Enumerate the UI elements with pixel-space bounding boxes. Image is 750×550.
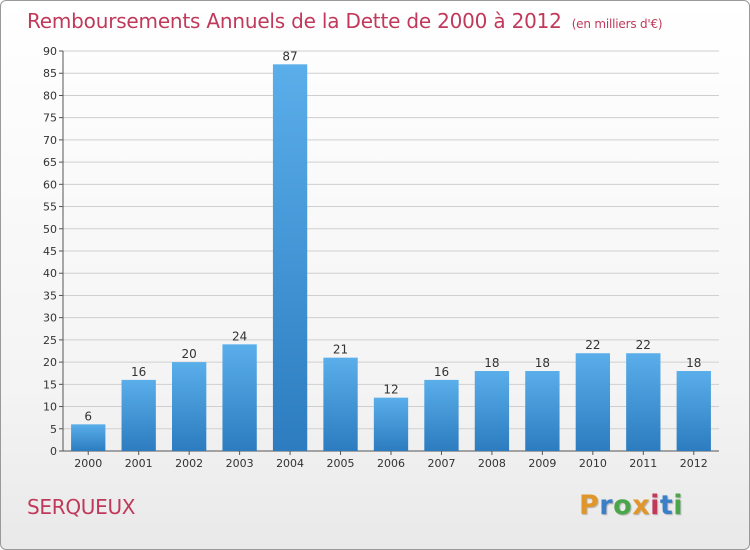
y-tick-label: 10 xyxy=(43,401,57,414)
bar-2005 xyxy=(323,357,358,451)
y-tick-label: 85 xyxy=(43,67,57,80)
y-tick-label: 70 xyxy=(43,134,57,147)
y-tick-label: 45 xyxy=(43,245,57,258)
logo-letter: i xyxy=(673,490,684,521)
value-label-2000: 6 xyxy=(84,409,92,423)
chart-title-text: Remboursements Annuels de la Dette de 20… xyxy=(27,9,562,33)
y-tick-label: 75 xyxy=(43,112,57,125)
bar-2003 xyxy=(222,344,257,451)
bar-2007 xyxy=(424,379,459,451)
y-tick-label: 20 xyxy=(43,356,57,369)
y-tick-label: 35 xyxy=(43,289,57,302)
chart-title: Remboursements Annuels de la Dette de 20… xyxy=(27,9,663,33)
y-tick-label: 30 xyxy=(43,312,57,325)
value-label-2011: 22 xyxy=(636,338,651,352)
x-tick-label-2007: 2007 xyxy=(427,457,455,470)
x-tick-label-2009: 2009 xyxy=(528,457,556,470)
bar-2002 xyxy=(171,362,207,451)
y-tick-label: 65 xyxy=(43,156,57,169)
value-label-2010: 22 xyxy=(585,338,600,352)
x-tick-label-2003: 2003 xyxy=(226,457,254,470)
x-tick-label-2008: 2008 xyxy=(478,457,506,470)
x-tick-label-2006: 2006 xyxy=(377,457,405,470)
bar-2001 xyxy=(121,379,156,451)
value-label-2009: 18 xyxy=(535,356,550,370)
y-tick-label: 15 xyxy=(43,378,57,391)
value-label-2006: 12 xyxy=(383,383,398,397)
bar-2010 xyxy=(575,353,611,451)
y-tick-label: 0 xyxy=(50,445,57,458)
bars xyxy=(71,64,711,452)
x-tick-label-2002: 2002 xyxy=(175,457,203,470)
logo-letter: r xyxy=(599,490,614,521)
x-tick-label-2011: 2011 xyxy=(629,457,657,470)
labels: 0 5 10 15 20 25 30 35 40 45 50 55 60 65 70 75 80 85 90 6 200… xyxy=(43,45,708,470)
y-tick-label: 25 xyxy=(43,334,57,347)
value-label-2008: 18 xyxy=(484,356,499,370)
logo-letter: P xyxy=(579,490,600,521)
bar-2000 xyxy=(71,424,106,451)
value-label-2002: 20 xyxy=(182,347,197,361)
commune-name: SERQUEUX xyxy=(27,495,136,519)
x-tick-label-2001: 2001 xyxy=(125,457,153,470)
bar-2011 xyxy=(626,353,661,451)
y-tick-label: 5 xyxy=(50,423,57,436)
bar-2009 xyxy=(525,371,560,451)
bar-2004 xyxy=(272,64,308,452)
logo-letter: o xyxy=(613,490,633,521)
value-label-2001: 16 xyxy=(131,365,146,379)
proxiti-logo: Proxiti xyxy=(579,490,683,521)
bar-2006 xyxy=(373,397,409,451)
y-tick-label: 40 xyxy=(43,267,57,280)
bar-2012 xyxy=(676,371,711,451)
bar-2008 xyxy=(474,371,510,451)
y-tick-label: 90 xyxy=(43,45,57,58)
value-label-2005: 21 xyxy=(333,343,348,357)
x-tick-label-2000: 2000 xyxy=(74,457,102,470)
x-tick-label-2012: 2012 xyxy=(680,457,708,470)
x-tick-label-2005: 2005 xyxy=(327,457,355,470)
value-label-2007: 16 xyxy=(434,365,449,379)
value-label-2012: 18 xyxy=(686,356,701,370)
logo-letter: x xyxy=(632,490,651,521)
logo-letter: t xyxy=(659,490,674,521)
chart-subtitle: (en milliers d'€) xyxy=(571,17,663,31)
x-tick-label-2004: 2004 xyxy=(276,457,304,470)
y-tick-label: 60 xyxy=(43,178,57,191)
logo-letter: i xyxy=(650,490,660,521)
value-label-2004: 87 xyxy=(282,49,297,63)
value-label-2003: 24 xyxy=(232,329,247,343)
y-tick-label: 55 xyxy=(43,201,57,214)
y-tick-label: 80 xyxy=(43,89,57,102)
y-tick-label: 50 xyxy=(43,223,57,236)
x-tick-label-2010: 2010 xyxy=(579,457,607,470)
